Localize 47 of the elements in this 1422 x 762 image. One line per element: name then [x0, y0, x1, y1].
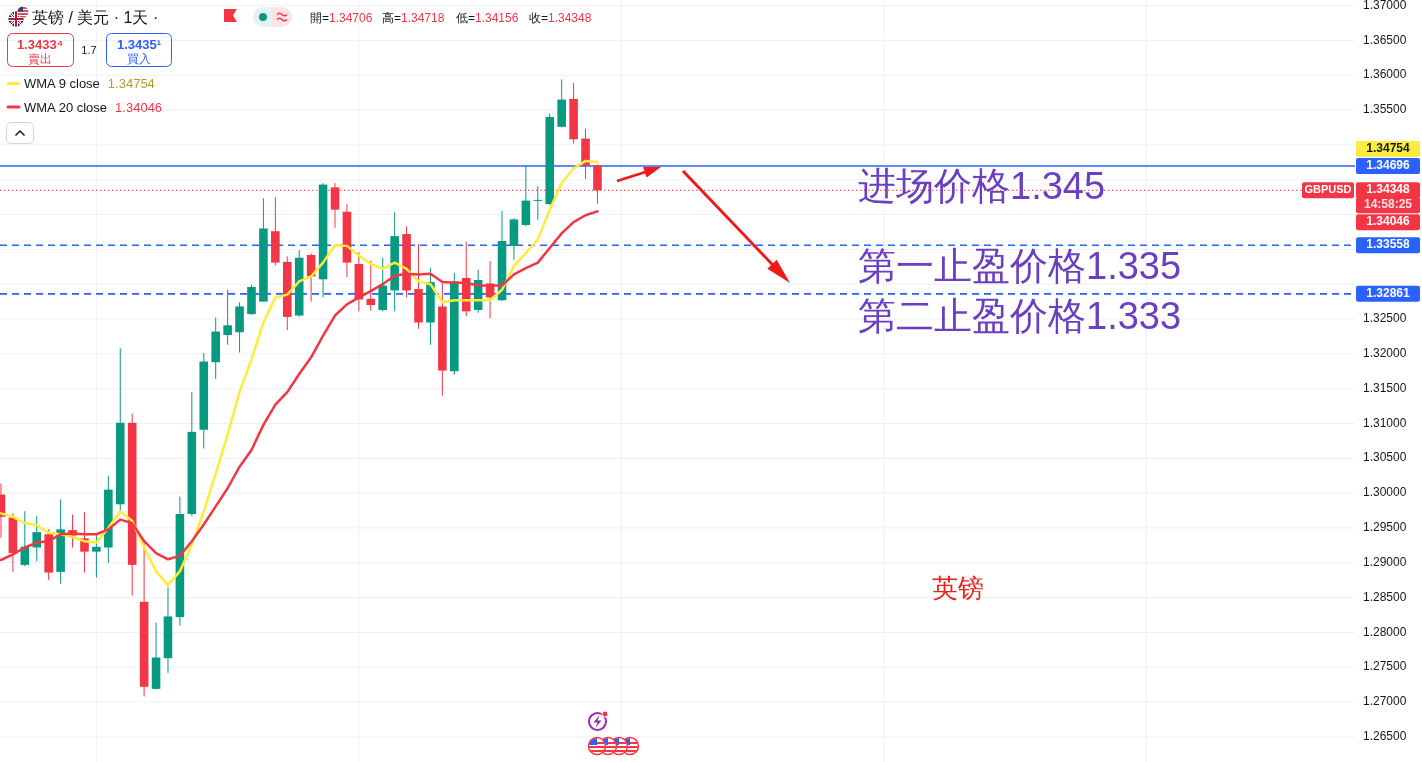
annotation: 1.3433⁴ — [16, 37, 64, 52]
y-tick-label: 1.30500 — [1363, 450, 1407, 465]
y-tick-label: 1.31000 — [1363, 415, 1407, 430]
ref-line-label: 1.34696 — [1366, 158, 1411, 173]
y-tick-label: 1.28500 — [1363, 589, 1407, 604]
annotation: 收=1.34348 — [529, 11, 592, 25]
y-tick-label: 1.29500 — [1363, 520, 1407, 535]
y-tick-label: 1.37000 — [1363, 0, 1407, 12]
annotation: 低=1.34156 — [456, 11, 519, 25]
candlestick — [366, 260, 376, 312]
y-tick-label: 1.28000 — [1363, 624, 1407, 639]
y-tick-label: 1.31500 — [1363, 380, 1407, 395]
text: 1.34754 — [1366, 141, 1411, 156]
text: 1.34046 — [1366, 214, 1411, 229]
text: 英镑 / 美元 · 1天 · — [32, 9, 159, 26]
annotation: 開=1.34706 — [310, 11, 373, 25]
y-tick-label: 1.27000 — [1363, 694, 1407, 709]
annotation: 第二止盈价格1.333 — [858, 295, 1182, 337]
annotation: 1.34046 — [115, 99, 163, 115]
y-tick-label: 1.36500 — [1363, 32, 1407, 47]
ref-line-label: 1.32861 — [1366, 286, 1411, 301]
candlestick — [92, 533, 101, 578]
ref-line-label: 1.33558 — [1366, 237, 1411, 252]
y-tick-label: 1.29000 — [1363, 554, 1407, 569]
annotation: 高=1.34718 — [382, 11, 445, 25]
annotation: GBPUSD — [1304, 183, 1352, 196]
legend-label: WMA 20 close — [24, 99, 108, 115]
annotation: 英镑 — [932, 574, 984, 603]
annotation: 进场价格1.345 — [858, 165, 1106, 207]
y-tick-label: 1.35500 — [1363, 102, 1407, 117]
text: 14:58:25 — [1363, 197, 1413, 212]
ref-line-label: 1.34348 — [1366, 182, 1411, 197]
y-tick-label: 1.32000 — [1363, 346, 1407, 361]
y-tick-label: 1.27500 — [1363, 659, 1407, 674]
annotation: 1.7 — [81, 44, 97, 56]
annotation: 第一止盈价格1.335 — [858, 245, 1182, 287]
annotation: 1.3435¹ — [116, 37, 162, 52]
candlestick — [223, 289, 232, 346]
annotation: 1.34754 — [107, 76, 155, 91]
annotation: 賣出 — [28, 52, 52, 66]
legend-label: WMA 9 close — [24, 76, 100, 91]
y-tick-label: 1.36000 — [1363, 67, 1407, 82]
y-tick-label: 1.26500 — [1363, 729, 1407, 744]
line-series — [0, 159, 599, 587]
y-tick-label: 1.30000 — [1363, 485, 1407, 500]
y-tick-label: 1.32500 — [1363, 311, 1407, 326]
annotation: 買入 — [127, 52, 151, 66]
